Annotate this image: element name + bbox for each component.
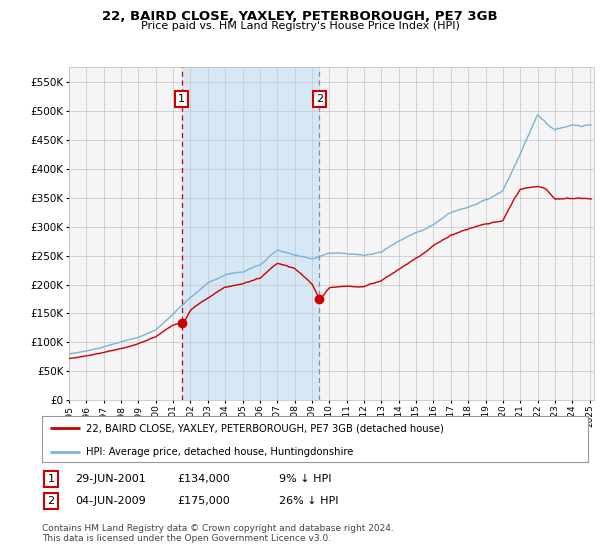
Text: 22, BAIRD CLOSE, YAXLEY, PETERBOROUGH, PE7 3GB: 22, BAIRD CLOSE, YAXLEY, PETERBOROUGH, P…: [102, 10, 498, 23]
Text: Contains HM Land Registry data © Crown copyright and database right 2024.
This d: Contains HM Land Registry data © Crown c…: [42, 524, 394, 543]
Text: 2: 2: [316, 94, 323, 104]
Bar: [182, 67, 319, 400]
Text: 26% ↓ HPI: 26% ↓ HPI: [279, 496, 338, 506]
Text: 1: 1: [47, 474, 55, 484]
Text: 22, BAIRD CLOSE, YAXLEY, PETERBOROUGH, PE7 3GB (detached house): 22, BAIRD CLOSE, YAXLEY, PETERBOROUGH, P…: [86, 423, 443, 433]
Text: £175,000: £175,000: [177, 496, 230, 506]
Text: 29-JUN-2001: 29-JUN-2001: [75, 474, 146, 484]
Text: HPI: Average price, detached house, Huntingdonshire: HPI: Average price, detached house, Hunt…: [86, 447, 353, 457]
Text: 9% ↓ HPI: 9% ↓ HPI: [279, 474, 331, 484]
Text: Price paid vs. HM Land Registry's House Price Index (HPI): Price paid vs. HM Land Registry's House …: [140, 21, 460, 31]
Text: £134,000: £134,000: [177, 474, 230, 484]
Text: 1: 1: [178, 94, 185, 104]
Text: 04-JUN-2009: 04-JUN-2009: [75, 496, 146, 506]
Text: 2: 2: [47, 496, 55, 506]
